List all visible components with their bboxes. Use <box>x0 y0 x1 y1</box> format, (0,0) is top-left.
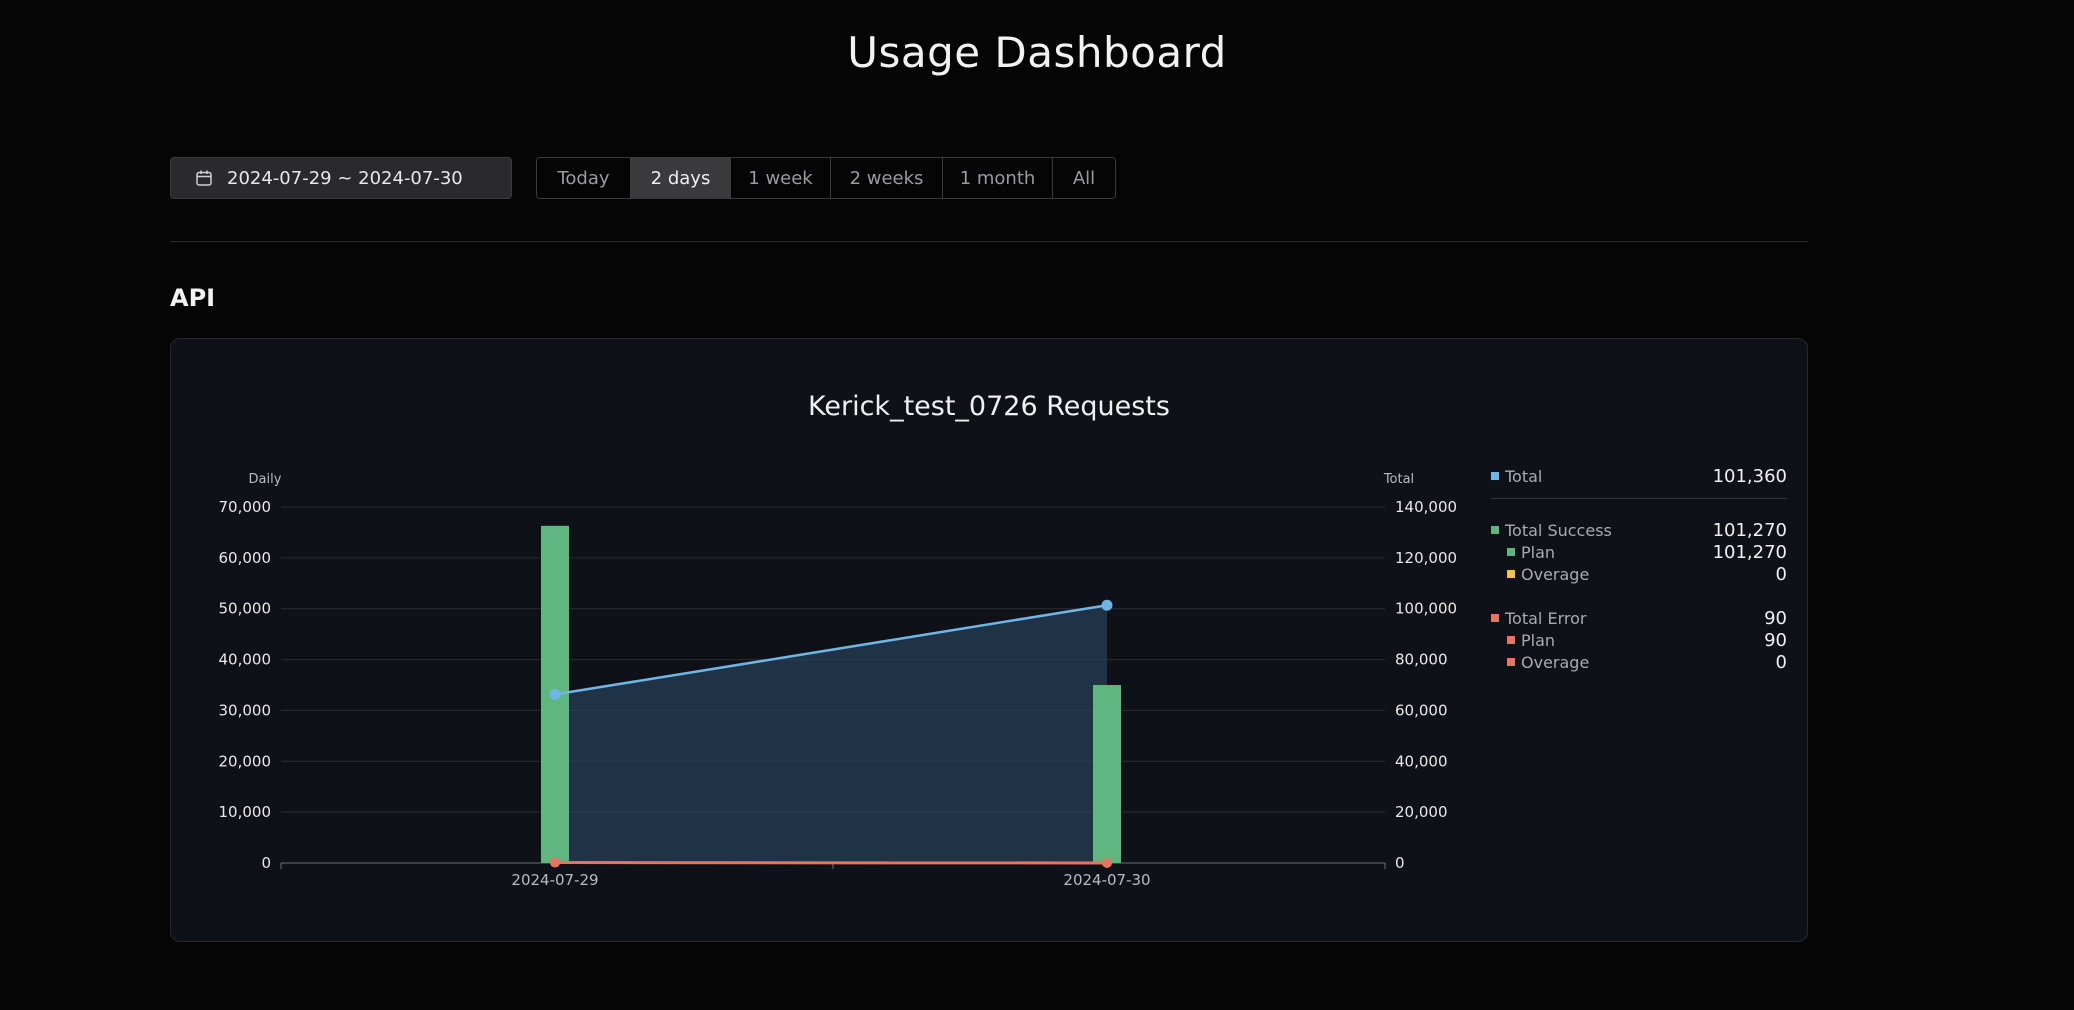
y-right-tick-label: 40,000 <box>1395 752 1448 770</box>
range-today-button[interactable]: Today <box>537 158 631 198</box>
y-right-tick-label: 20,000 <box>1395 803 1448 821</box>
legend-success-value: 101,270 <box>1712 519 1787 541</box>
y-right-tick-label: 100,000 <box>1395 600 1457 618</box>
legend-success-overage-value: 0 <box>1775 563 1787 585</box>
legend-error-overage-swatch <box>1507 658 1515 666</box>
legend-error-plan-swatch <box>1507 636 1515 644</box>
legend-total[interactable]: Total 101,360 <box>1491 465 1787 487</box>
legend-total-label: Total <box>1505 466 1543 486</box>
total-line <box>554 604 1108 696</box>
y-left-tick-label: 50,000 <box>219 600 272 618</box>
legend-error-swatch <box>1491 614 1499 622</box>
legend-error-plan-label: Plan <box>1521 630 1556 650</box>
legend-error-label: Total Error <box>1505 608 1587 628</box>
range-1-week-button[interactable]: 1 week <box>731 158 831 198</box>
error-point <box>1102 858 1112 868</box>
y-left-tick-label: 40,000 <box>219 651 272 669</box>
total-area-fill <box>555 605 1107 863</box>
x-tick-label: 2024-07-29 <box>511 871 598 889</box>
y-left-tick-label: 30,000 <box>219 701 272 719</box>
legend-success-plan[interactable]: Plan 101,270 <box>1491 541 1787 563</box>
total-point <box>549 688 561 700</box>
legend-total-swatch <box>1491 472 1499 480</box>
y-right-axis-title: Total <box>1383 472 1414 487</box>
legend-success-overage-swatch <box>1507 570 1515 578</box>
total-point <box>1101 599 1113 611</box>
y-right-tick-label: 80,000 <box>1395 651 1448 669</box>
legend-total-value: 101,360 <box>1712 465 1787 487</box>
legend-success-plan-swatch <box>1507 548 1515 556</box>
x-tick-label: 2024-07-30 <box>1063 871 1150 889</box>
legend-total-error[interactable]: Total Error 90 <box>1491 607 1787 629</box>
legend-success-swatch <box>1491 526 1499 534</box>
y-left-tick-label: 60,000 <box>219 549 272 567</box>
y-right-tick-label: 120,000 <box>1395 549 1457 567</box>
page-title: Usage Dashboard <box>847 28 1227 77</box>
chart-title: Kerick_test_0726 Requests <box>808 391 1170 422</box>
legend-error-plan[interactable]: Plan 90 <box>1491 629 1787 651</box>
legend-error-overage[interactable]: Overage 0 <box>1491 651 1787 673</box>
legend-error-value: 90 <box>1764 607 1787 629</box>
range-selector: Today 2 days 1 week 2 weeks 1 month All <box>536 157 1116 199</box>
range-all-button[interactable]: All <box>1053 158 1115 198</box>
y-left-axis-title: Daily <box>249 472 282 487</box>
legend-spacer <box>1491 585 1787 607</box>
legend-total-success[interactable]: Total Success 101,270 <box>1491 519 1787 541</box>
y-left-tick-label: 10,000 <box>219 803 272 821</box>
range-2-days-button[interactable]: 2 days <box>631 158 731 198</box>
legend-success-overage[interactable]: Overage 0 <box>1491 563 1787 585</box>
divider <box>170 241 1808 242</box>
legend-error-plan-value: 90 <box>1764 629 1787 651</box>
date-range-picker[interactable]: 2024-07-29 ~ 2024-07-30 <box>170 157 512 199</box>
range-1-month-button[interactable]: 1 month <box>943 158 1053 198</box>
date-range-text: 2024-07-29 ~ 2024-07-30 <box>227 167 463 189</box>
legend-success-overage-label: Overage <box>1521 564 1590 584</box>
legend-divider <box>1491 498 1787 499</box>
y-left-tick-label: 0 <box>261 854 271 872</box>
legend-error-overage-value: 0 <box>1775 651 1787 673</box>
legend-success-label: Total Success <box>1505 520 1612 540</box>
y-right-tick-label: 60,000 <box>1395 701 1448 719</box>
y-left-tick-label: 20,000 <box>219 752 272 770</box>
legend-success-plan-value: 101,270 <box>1712 541 1787 563</box>
requests-chart: Daily Total 70,000 140,000 60,000 120,000 50,0… <box>219 472 1458 889</box>
success-bar <box>1093 685 1121 863</box>
section-title-api: API <box>170 284 216 312</box>
api-chart-card: Kerick_test_0726 Requests Daily Total 70,0… <box>170 338 1808 942</box>
chart-legend: Total 101,360 Total Success 101,270 Plan… <box>1491 465 1787 673</box>
y-right-tick-label: 140,000 <box>1395 498 1457 516</box>
y-left-tick-label: 70,000 <box>219 498 272 516</box>
legend-error-overage-label: Overage <box>1521 652 1590 672</box>
y-right-tick-label: 0 <box>1395 854 1405 872</box>
legend-success-plan-label: Plan <box>1521 542 1556 562</box>
error-point <box>550 857 560 868</box>
range-2-weeks-button[interactable]: 2 weeks <box>831 158 943 198</box>
calendar-icon <box>195 169 213 187</box>
